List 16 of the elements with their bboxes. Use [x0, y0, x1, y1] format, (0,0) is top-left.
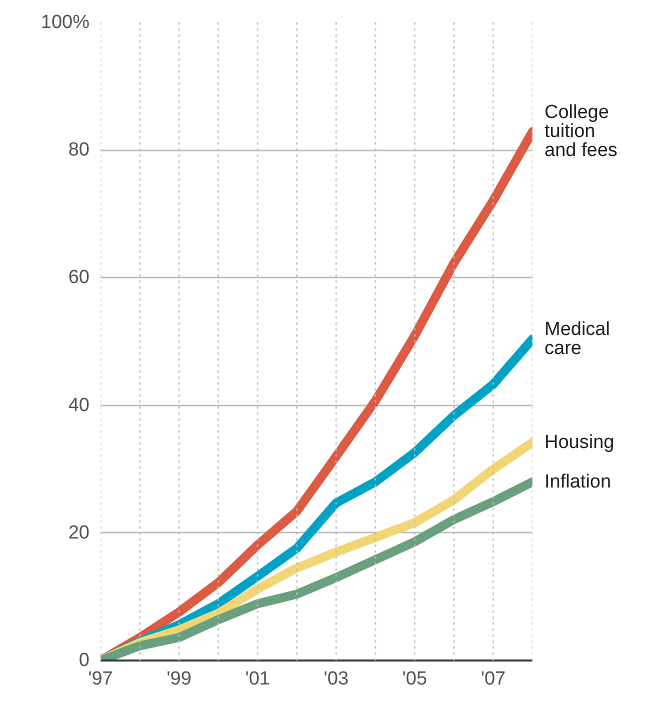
x-tick-label: '97	[88, 668, 113, 690]
x-tick-label: '99	[166, 668, 192, 690]
series-label: Medical care	[544, 319, 610, 359]
x-tick-label: '05	[402, 668, 428, 690]
y-tick-label: 100%	[40, 12, 90, 33]
x-tick-label: '01	[245, 668, 270, 690]
series-label: Housing	[544, 432, 614, 453]
y-tick-label: 60	[68, 267, 90, 288]
y-tick-label: 20	[68, 522, 90, 544]
y-tick-label: 0	[78, 650, 90, 671]
x-tick-label: '07	[480, 668, 506, 690]
series-label: Inflation	[544, 471, 612, 492]
x-tick-label: '03	[324, 668, 349, 690]
y-tick-label: 40	[68, 394, 90, 416]
y-tick-label: 80	[68, 140, 90, 161]
series-label: College tuition and fees	[544, 102, 618, 161]
